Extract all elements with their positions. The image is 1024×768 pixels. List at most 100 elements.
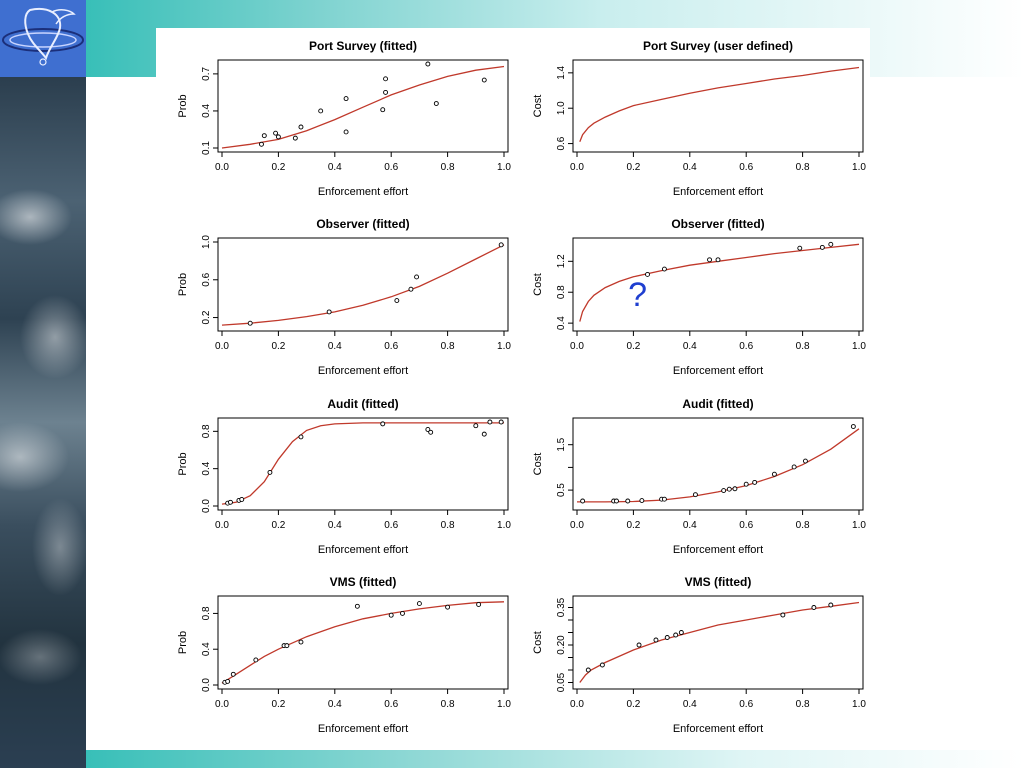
data-point (797, 245, 803, 251)
data-point (239, 497, 245, 502)
data-point (292, 135, 298, 141)
y-axis-label: Cost (532, 453, 544, 476)
chart-panel-2: Port Survey (user defined) 0.0 0.2 0.4 0.6 0.… (532, 39, 866, 198)
x-axis-label: Enforcement effort (318, 723, 408, 735)
x-tick-label: 0.2 (626, 341, 640, 352)
plot-frame (572, 417, 864, 511)
x-tick-label: 0.4 (328, 162, 342, 173)
data-point (428, 429, 434, 435)
y-tick-label: 0.1 (201, 141, 212, 155)
data-point (664, 635, 670, 640)
data-point (498, 242, 504, 248)
chart-title: Port Survey (user defined) (643, 39, 793, 53)
y-tick-label: 1.0 (556, 101, 567, 115)
x-axis-label: Enforcement effort (318, 544, 408, 556)
plot-frame (217, 59, 509, 153)
x-tick-label: 0.0 (570, 699, 584, 710)
data-point (247, 320, 253, 326)
x-tick-label: 0.8 (796, 699, 810, 710)
data-point (625, 498, 631, 504)
x-tick-label: 0.4 (328, 520, 342, 531)
data-point (726, 486, 732, 492)
y-tick-label: 0.5 (556, 483, 567, 497)
data-point (743, 481, 749, 487)
data-point (228, 499, 233, 505)
y-tick-label: 0.0 (201, 499, 212, 513)
y-tick-label: 0.4 (556, 316, 567, 330)
data-point (498, 419, 504, 425)
data-point (614, 498, 619, 504)
chart-title: Audit (fitted) (682, 397, 753, 411)
x-tick-label: 1.0 (852, 341, 866, 352)
data-point (225, 678, 231, 684)
data-point (707, 257, 712, 263)
x-tick-label: 0.6 (384, 162, 398, 173)
x-tick-label: 0.8 (796, 341, 810, 352)
data-point (425, 427, 431, 432)
y-axis-label: Cost (532, 273, 544, 296)
fitted-curve (577, 428, 860, 503)
plot-frame (572, 59, 864, 153)
data-point (275, 134, 281, 140)
data-point (661, 496, 667, 502)
data-point (481, 77, 487, 83)
x-tick-label: 0.6 (384, 341, 398, 352)
x-tick-label: 0.8 (796, 162, 810, 173)
y-tick-label: 1.5 (556, 437, 567, 451)
x-tick-label: 0.6 (384, 520, 398, 531)
y-tick-label: 0.20 (556, 635, 567, 655)
y-tick-label: 0.05 (556, 672, 567, 692)
x-tick-label: 0.4 (683, 520, 697, 531)
data-point (780, 612, 786, 618)
x-tick-label: 0.8 (441, 341, 455, 352)
data-point (752, 479, 758, 485)
data-point (819, 244, 825, 250)
data-point (298, 434, 304, 440)
x-axis-label: Enforcement effort (673, 186, 763, 198)
x-axis-label: Enforcement effort (318, 365, 408, 377)
chart-title: VMS (fitted) (330, 575, 397, 589)
data-point (425, 61, 431, 67)
data-point (673, 632, 679, 638)
y-axis-label: Prob (177, 273, 189, 296)
x-tick-label: 0.2 (271, 341, 285, 352)
x-tick-label: 1.0 (497, 162, 511, 173)
x-tick-label: 0.4 (683, 699, 697, 710)
footer-gradient-band (86, 750, 1024, 768)
data-point (388, 612, 394, 618)
data-point (267, 469, 273, 475)
chart-panel-8: VMS (fitted) 0.0 0.2 0.4 0.6 0.8 1.0 0.05 0.20 0.… (532, 575, 866, 735)
x-tick-label: 0.6 (739, 520, 753, 531)
fitted-curve (221, 422, 504, 505)
plot-frame (217, 595, 509, 690)
y-tick-label: 0.4 (201, 642, 212, 656)
data-point (380, 421, 386, 427)
fitted-curve (221, 244, 505, 326)
data-point (802, 458, 808, 464)
data-point (394, 298, 400, 304)
chart-title: Observer (fitted) (316, 217, 409, 231)
data-point (343, 129, 349, 135)
y-tick-label: 1.4 (556, 65, 567, 79)
x-tick-label: 1.0 (497, 341, 511, 352)
y-tick-label: 0.8 (201, 424, 212, 438)
chart-title: VMS (fitted) (685, 575, 752, 589)
y-axis-label: Prob (177, 631, 189, 654)
x-tick-label: 1.0 (852, 520, 866, 531)
question-mark-annotation: ? (628, 276, 647, 314)
data-point (273, 130, 279, 136)
data-point (383, 89, 389, 95)
y-tick-label: 0.4 (201, 104, 212, 118)
data-point (487, 419, 493, 425)
logo-box (0, 0, 86, 77)
x-tick-label: 0.6 (384, 699, 398, 710)
x-tick-label: 0.2 (626, 162, 640, 173)
chart-title: Port Survey (fitted) (309, 39, 417, 53)
data-point (678, 630, 684, 635)
x-axis-label: Enforcement effort (318, 186, 408, 198)
x-tick-label: 0.2 (271, 520, 285, 531)
x-tick-label: 1.0 (852, 162, 866, 173)
y-tick-label: 0.7 (201, 66, 212, 80)
x-tick-label: 0.0 (570, 162, 584, 173)
data-point (259, 141, 264, 147)
